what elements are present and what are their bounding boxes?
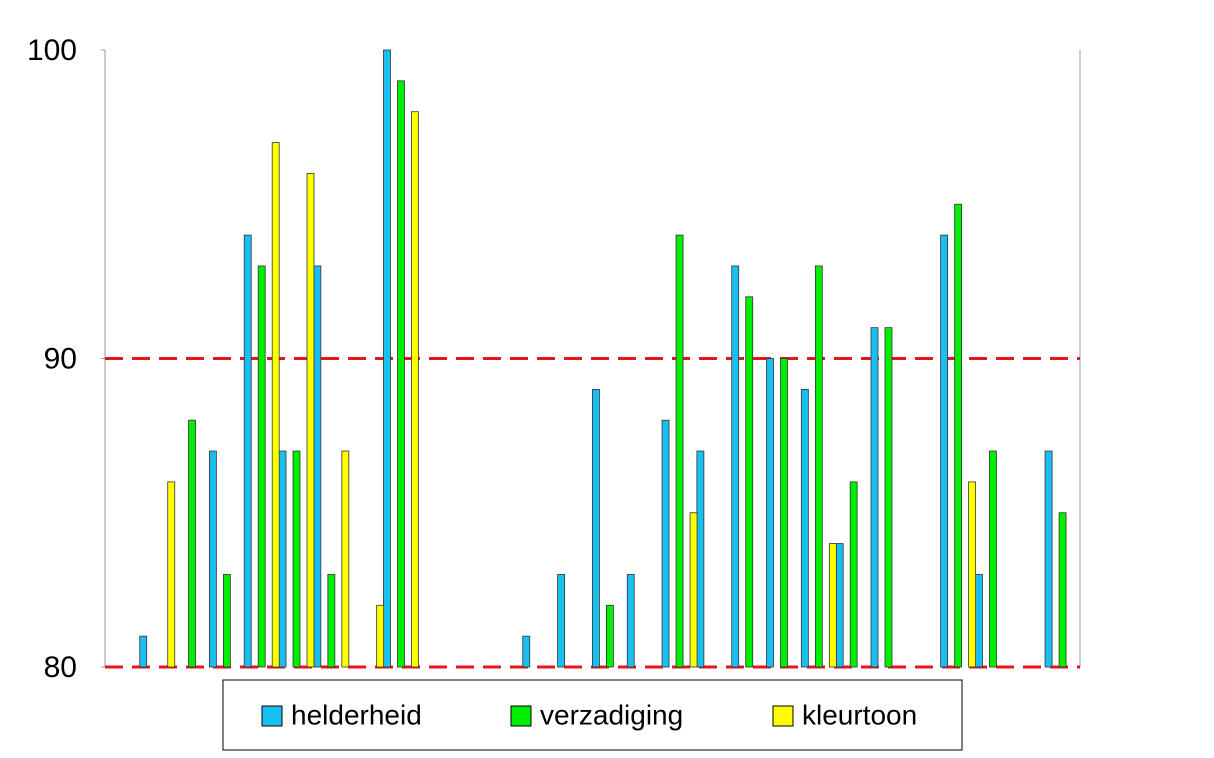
bar: [278, 450, 287, 668]
bar: [828, 543, 837, 668]
bar: [139, 635, 148, 668]
legend-swatch: [261, 705, 283, 727]
legend-swatch: [510, 705, 532, 727]
bar: [376, 604, 385, 668]
bar: [167, 481, 176, 668]
bar: [188, 419, 196, 668]
bar: [975, 574, 983, 668]
bar: [341, 450, 350, 668]
bar: [954, 203, 963, 668]
legend-label: helderheid: [291, 699, 422, 730]
bar: [313, 265, 322, 668]
bar: [884, 327, 893, 668]
bar: [292, 450, 301, 668]
bar: [800, 388, 809, 668]
bar: [661, 419, 670, 668]
legend-label: kleurtoon: [802, 699, 917, 730]
bar: [689, 512, 698, 668]
bar: [766, 358, 774, 668]
bar: [745, 296, 754, 668]
bar: [411, 111, 419, 668]
bar: [968, 481, 977, 668]
bar: [243, 234, 252, 668]
bar: [557, 574, 565, 668]
legend-label: verzadiging: [540, 699, 683, 730]
bar: [592, 388, 600, 668]
y-tick-label: 100: [27, 34, 77, 67]
bar: [870, 327, 879, 668]
bar: [731, 265, 740, 668]
y-tick-label: 90: [44, 342, 77, 375]
bar: [780, 358, 788, 668]
bar: [814, 265, 823, 668]
bar: [940, 234, 949, 668]
bar: [208, 450, 217, 668]
bar: [397, 80, 405, 668]
bar: [306, 172, 315, 668]
bar: [1058, 512, 1067, 668]
bar: [1044, 450, 1053, 668]
y-tick-label: 80: [44, 651, 77, 684]
bar: [675, 234, 684, 668]
bar: [849, 481, 858, 668]
bar: [327, 574, 336, 668]
bar: [522, 635, 531, 668]
legend-swatch: [772, 705, 794, 727]
bar: [989, 450, 997, 668]
bar: [383, 49, 391, 668]
legend-box: [222, 679, 963, 751]
bar: [835, 543, 844, 668]
bar: [606, 604, 614, 668]
bar: [271, 142, 280, 668]
bar: [696, 450, 705, 668]
bar: [222, 574, 231, 668]
bar: [626, 574, 635, 668]
bar: [257, 265, 266, 668]
